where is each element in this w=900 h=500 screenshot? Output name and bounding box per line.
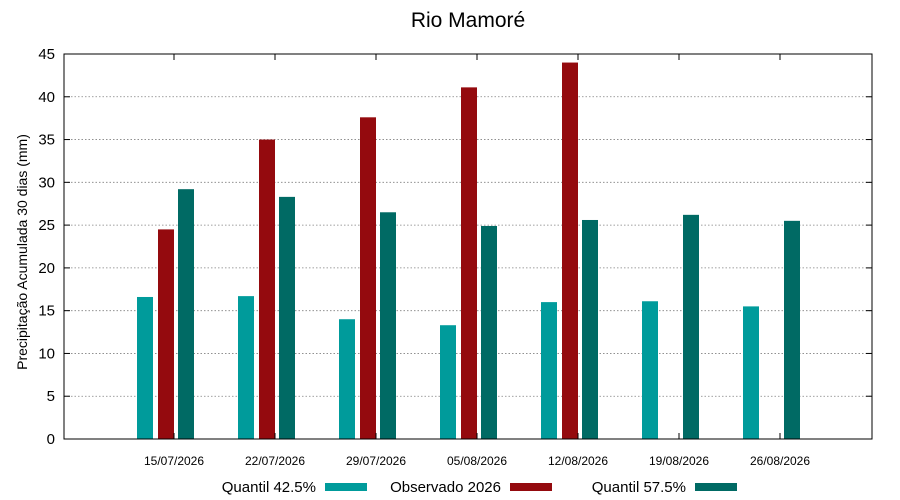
y-tick-label: 10 [38,345,55,362]
bar [158,229,174,439]
bar [238,296,254,439]
bar [360,117,376,440]
bar [339,319,355,439]
y-tick-label: 15 [38,303,55,320]
bar [784,220,800,439]
bar [380,212,396,439]
y-tick-label: 35 [38,132,55,149]
plot-frame [63,53,873,440]
bars [137,62,800,440]
bar [683,214,699,439]
bar [461,87,477,439]
bar [137,296,153,439]
y-tick-label: 20 [38,260,55,277]
legend-label: Quantil 57.5% [592,479,686,496]
bar [440,325,456,439]
y-axis: 0 5 10 15 20 25 30 35 40 45 [38,46,872,448]
bar [582,219,598,439]
legend-label: Observado 2026 [390,479,501,496]
y-tick-label: 5 [47,388,55,405]
bar [743,306,759,439]
bar [279,196,295,439]
legend: Quantil 42.5% Observado 2026 Quantil 57.5% [222,479,737,496]
bar [541,302,557,439]
x-tick-label: 05/08/2026 [447,454,507,468]
legend-swatch [695,483,737,491]
chart-title: Rio Mamoré [411,9,525,32]
bar [178,189,194,439]
legend-label: Quantil 42.5% [222,479,316,496]
bar [562,62,578,440]
y-axis-label: Precipitação Acumulada 30 dias (mm) [14,134,30,370]
legend-swatch [510,483,552,491]
legend-swatch [325,483,367,491]
y-tick-label: 30 [38,174,55,191]
y-tick-label: 45 [38,46,55,63]
y-tick-label: 25 [38,217,55,234]
x-tick-label: 22/07/2026 [245,454,305,468]
x-tick-label: 19/08/2026 [649,454,709,468]
y-tick-label: 40 [38,89,55,106]
x-tick-label: 29/07/2026 [346,454,406,468]
bar [481,225,497,439]
x-axis: 15/07/2026 22/07/2026 29/07/2026 05/08/2026… [144,54,810,468]
x-tick-label: 15/07/2026 [144,454,204,468]
y-tick-label: 0 [47,431,55,448]
bar [642,301,658,439]
bar [259,139,275,440]
x-tick-label: 12/08/2026 [548,454,608,468]
x-tick-label: 26/08/2026 [750,454,810,468]
